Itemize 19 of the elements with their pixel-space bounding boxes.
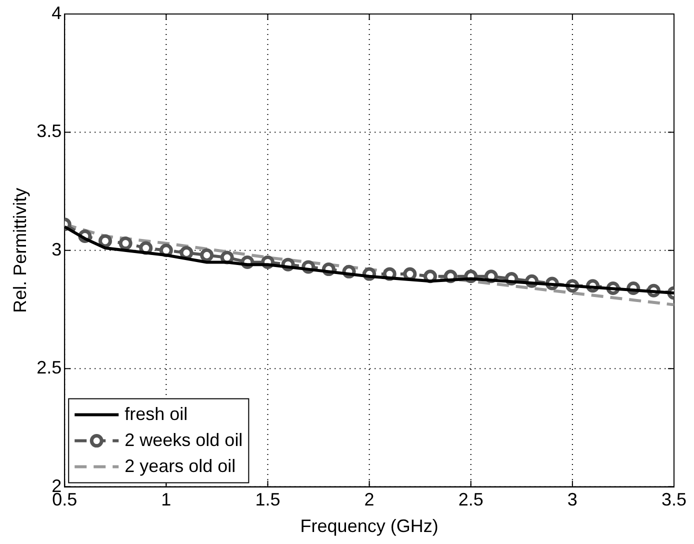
x-tick-label: 3.5 [661, 490, 687, 510]
point [200, 248, 214, 262]
x-tick-label: 1.5 [255, 490, 280, 510]
x-tick-label: 2.5 [458, 490, 484, 510]
x-tick-label: 2 [364, 490, 374, 510]
x-tick-label: 3 [567, 490, 578, 510]
point [98, 234, 112, 248]
x-axis-title: Frequency (GHz) [300, 516, 438, 536]
y-tick-label: 4 [52, 2, 62, 23]
x-tick-label: 1 [161, 490, 172, 510]
legend-label: fresh oil [124, 404, 188, 424]
legend-label: 2 years old oil [124, 456, 236, 476]
point [180, 246, 194, 260]
y-tick-label: 3.5 [36, 121, 62, 142]
legend-label: 2 weeks old oil [124, 430, 243, 450]
y-axis-title: Rel. Permittivity [10, 188, 30, 313]
y-tick-label: 3 [52, 239, 62, 260]
y-tick-label: 2.5 [36, 358, 62, 378]
point [118, 236, 132, 250]
